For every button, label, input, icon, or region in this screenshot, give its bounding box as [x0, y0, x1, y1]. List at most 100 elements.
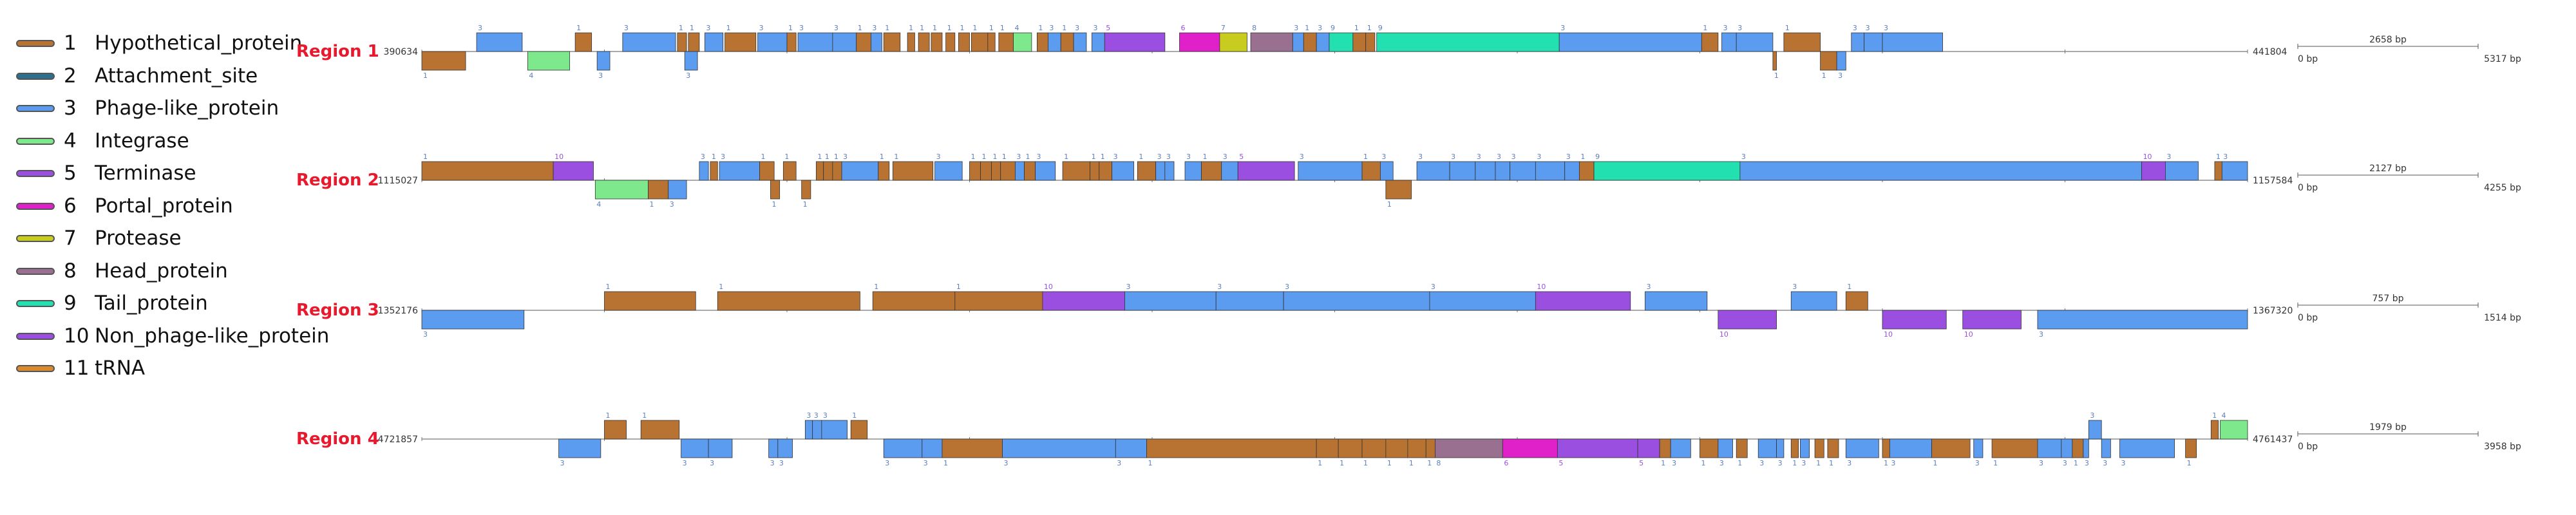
gene-box [1283, 291, 1430, 311]
gene-type-label: 1 [972, 24, 977, 32]
gene-box [823, 161, 833, 181]
gene-box [815, 161, 824, 181]
gene-box [1790, 291, 1837, 311]
gene-box [1836, 51, 1846, 71]
legend-item: 4 Integrase [14, 129, 362, 162]
gene-type-label: 1 [606, 411, 611, 420]
gene-type-label: 3 [1381, 153, 1386, 161]
gene-type-label: 1 [2212, 411, 2217, 420]
gene-type-label: 1 [894, 153, 898, 161]
gene-box [1800, 438, 1810, 458]
gene-box [1931, 438, 1971, 458]
gene-type-label: 1 [1367, 24, 1372, 32]
gene-type-label: 3 [1537, 153, 1541, 161]
gene-type-label: 1 [1703, 24, 1707, 32]
gene-type-label: 3 [936, 153, 941, 161]
gene-box [1250, 32, 1293, 52]
gene-box [1851, 32, 1865, 52]
gene-type-label: 1 [993, 153, 998, 161]
gene-box [1184, 161, 1202, 181]
gene-type-label: 1 [1785, 24, 1790, 32]
gene-box [1718, 438, 1733, 458]
legend-item: 10 Non_phage-like_protein [14, 324, 362, 357]
gene-box [1721, 32, 1737, 52]
gene-box [2221, 161, 2248, 181]
gene-box [958, 32, 970, 52]
gene-box [1035, 161, 1056, 181]
gene-type-label: 10 [2143, 153, 2152, 161]
gene-type-label: 1 [1580, 153, 1585, 161]
gene-type-label: 1 [1305, 24, 1309, 32]
legend-number: 1 [64, 32, 77, 55]
gene-type-label: 3 [423, 330, 428, 339]
gene-box [2214, 161, 2222, 181]
gene-type-label: 3 [779, 459, 784, 467]
gene-type-label: 3 [1126, 283, 1130, 291]
gene-type-label: 1 [423, 153, 428, 161]
gene-box [841, 161, 879, 181]
region-title: Region 1 [296, 42, 379, 61]
gene-box [1316, 438, 1339, 458]
gene-box [1495, 161, 1511, 181]
gene-type-label: 1 [1026, 153, 1030, 161]
gene-type-label: 1 [989, 24, 994, 32]
gene-type-label: 1 [1354, 24, 1359, 32]
gene-box [907, 32, 915, 52]
gene-box [918, 32, 930, 52]
gene-type-label: 3 [1016, 153, 1021, 161]
gene-type-label: 3 [2121, 459, 2126, 467]
gene-type-label: 1 [1701, 459, 1706, 467]
scale-bar-length: 2127 bp [2369, 164, 2407, 174]
gene-box [1645, 291, 1708, 311]
gene-box [1215, 291, 1284, 311]
legend-label: Non_phage-like_protein [95, 324, 330, 348]
region-title: Region 3 [296, 301, 379, 320]
gene-box [1385, 180, 1412, 200]
gene-box [558, 438, 601, 458]
gene-type-label: 1 [1409, 459, 1414, 467]
gene-box [1201, 161, 1222, 181]
legend-swatch [16, 170, 55, 177]
gene-box [719, 161, 760, 181]
gene-type-label: 3 [834, 24, 838, 32]
gene-box [1416, 161, 1450, 181]
gene-type-label: 3 [1186, 153, 1191, 161]
gene-box [1000, 161, 1016, 181]
gene-box [1219, 32, 1247, 52]
gene-box [596, 51, 611, 71]
gene-type-label: 1 [1002, 153, 1007, 161]
scale-bar-length: 2658 bp [2369, 35, 2407, 45]
gene-type-label: 1 [1363, 459, 1368, 467]
gene-type-label: 3 [1723, 24, 1728, 32]
gene-type-label: 5 [1558, 459, 1563, 467]
gene-box [1736, 32, 1774, 52]
gene-type-label: 3 [1113, 153, 1118, 161]
gene-box [1329, 32, 1354, 52]
gene-type-label: 1 [817, 153, 822, 161]
legend-label: Attachment_site [95, 64, 258, 88]
gene-type-label: 1 [679, 24, 683, 32]
gene-type-label: 3 [1117, 459, 1121, 467]
gene-type-label: 1 [1884, 459, 1888, 467]
gene-box [878, 161, 890, 181]
gene-type-label: 3 [1093, 24, 1097, 32]
gene-type-label: 3 [1294, 24, 1298, 32]
gene-box [1429, 291, 1536, 311]
legend-item: 3 Phage-like_protein [14, 96, 362, 129]
gene-type-label: 1 [1092, 153, 1096, 161]
gene-box [1593, 161, 1741, 181]
gene-box [1024, 161, 1036, 181]
gene-box [2037, 310, 2248, 330]
gene-box [987, 32, 996, 52]
gene-box [1062, 161, 1091, 181]
gene-box [1659, 438, 1671, 458]
gene-box [1115, 438, 1147, 458]
legend-item: 7 Protease [14, 226, 362, 259]
scale-bar-start: 0 bp [2298, 313, 2318, 323]
gene-type-label: 3 [670, 200, 674, 209]
legend-swatch [16, 105, 55, 112]
gene-box [1558, 32, 1702, 52]
gene-box [2210, 420, 2219, 440]
